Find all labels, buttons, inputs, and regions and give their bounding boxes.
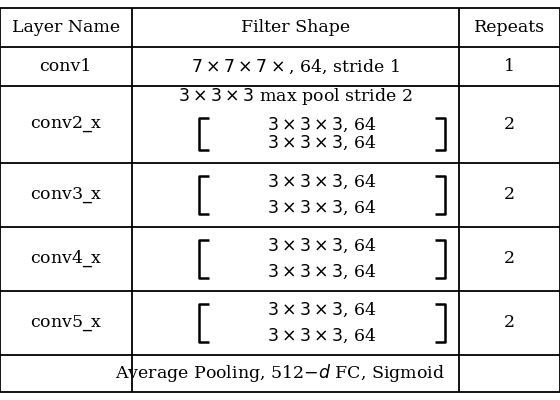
Text: Average Pooling, 512$-d$ FC, Sigmoid: Average Pooling, 512$-d$ FC, Sigmoid [115,362,445,384]
Text: conv2$\_$x: conv2$\_$x [30,115,102,134]
Text: $3 \times 3 \times 3$ max pool stride 2: $3 \times 3 \times 3$ max pool stride 2 [178,86,413,107]
Text: $3 \times 3 \times 3$, 64: $3 \times 3 \times 3$, 64 [267,326,377,345]
Text: Filter Shape: Filter Shape [241,19,350,36]
Text: conv3$\_$x: conv3$\_$x [30,185,102,205]
Text: $3 \times 3 \times 3$, 64: $3 \times 3 \times 3$, 64 [267,262,377,281]
Text: 2: 2 [504,314,515,331]
Text: $3 \times 3 \times 3$, 64: $3 \times 3 \times 3$, 64 [267,301,377,319]
Text: conv1: conv1 [40,58,92,75]
Text: conv5$\_$x: conv5$\_$x [30,313,102,333]
Text: $3 \times 3 \times 3$, 64: $3 \times 3 \times 3$, 64 [267,134,377,152]
Text: Repeats: Repeats [474,19,545,36]
Text: $3 \times 3 \times 3$, 64: $3 \times 3 \times 3$, 64 [267,237,377,255]
Text: 2: 2 [504,116,515,133]
Text: 1: 1 [504,58,515,75]
Text: Layer Name: Layer Name [12,19,120,36]
Text: conv4$\_$x: conv4$\_$x [30,248,102,269]
Text: $7 \times 7 \times 7\times$, 64, stride 1: $7 \times 7 \times 7\times$, 64, stride … [191,58,400,76]
Text: $3 \times 3 \times 3$, 64: $3 \times 3 \times 3$, 64 [267,198,377,217]
Text: $3 \times 3 \times 3$, 64: $3 \times 3 \times 3$, 64 [267,173,377,191]
Text: $3 \times 3 \times 3$, 64: $3 \times 3 \times 3$, 64 [267,116,377,134]
Text: 2: 2 [504,250,515,267]
Text: 2: 2 [504,186,515,203]
